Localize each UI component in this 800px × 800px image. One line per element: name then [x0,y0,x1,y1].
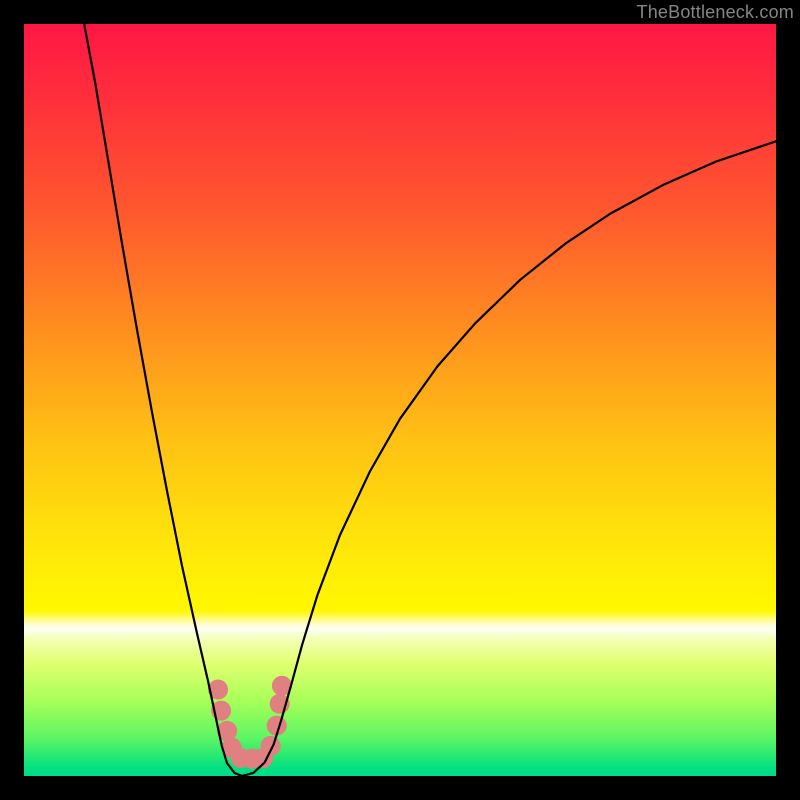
valley-marker [261,736,281,756]
frame: TheBottleneck.com [0,0,800,800]
bottleneck-curve [84,24,776,776]
plot-area [24,24,776,776]
plot-overlay [24,24,776,776]
watermark-text: TheBottleneck.com [637,2,794,23]
